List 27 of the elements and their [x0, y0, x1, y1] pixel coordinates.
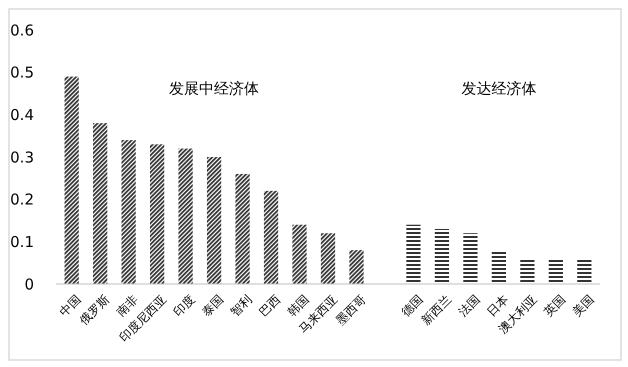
y-tick-label: 0.5 — [10, 64, 34, 82]
x-tick-label: 智利 — [228, 292, 255, 320]
annotation: 发达经济体 — [461, 80, 536, 98]
bar — [320, 233, 336, 284]
x-tick-label: 巴西 — [256, 292, 284, 320]
bar — [264, 190, 278, 284]
bar — [93, 123, 108, 284]
x-tick-label: 英国 — [541, 292, 568, 320]
x-tick-label: 印度 — [170, 292, 198, 320]
annotation: 发展中经济体 — [169, 80, 260, 98]
x-tick-label: 美国 — [570, 292, 596, 320]
y-tick-label: 0.6 — [10, 21, 34, 40]
bar — [64, 76, 79, 284]
y-tick-label: 0.4 — [10, 106, 34, 124]
bar — [150, 144, 164, 284]
bar — [235, 174, 250, 284]
y-tick-label: 0.3 — [10, 148, 34, 166]
x-tick-label: 法国 — [456, 292, 482, 320]
bar — [178, 148, 193, 284]
y-tick-label: 0.2 — [10, 190, 34, 209]
bar — [122, 140, 136, 284]
y-tick-label: 0 — [24, 275, 34, 294]
y-tick-label: 0.1 — [10, 232, 34, 251]
bar — [206, 157, 222, 284]
x-tick-label: 泰国 — [199, 292, 226, 320]
bar — [349, 250, 364, 284]
bar — [292, 224, 307, 284]
